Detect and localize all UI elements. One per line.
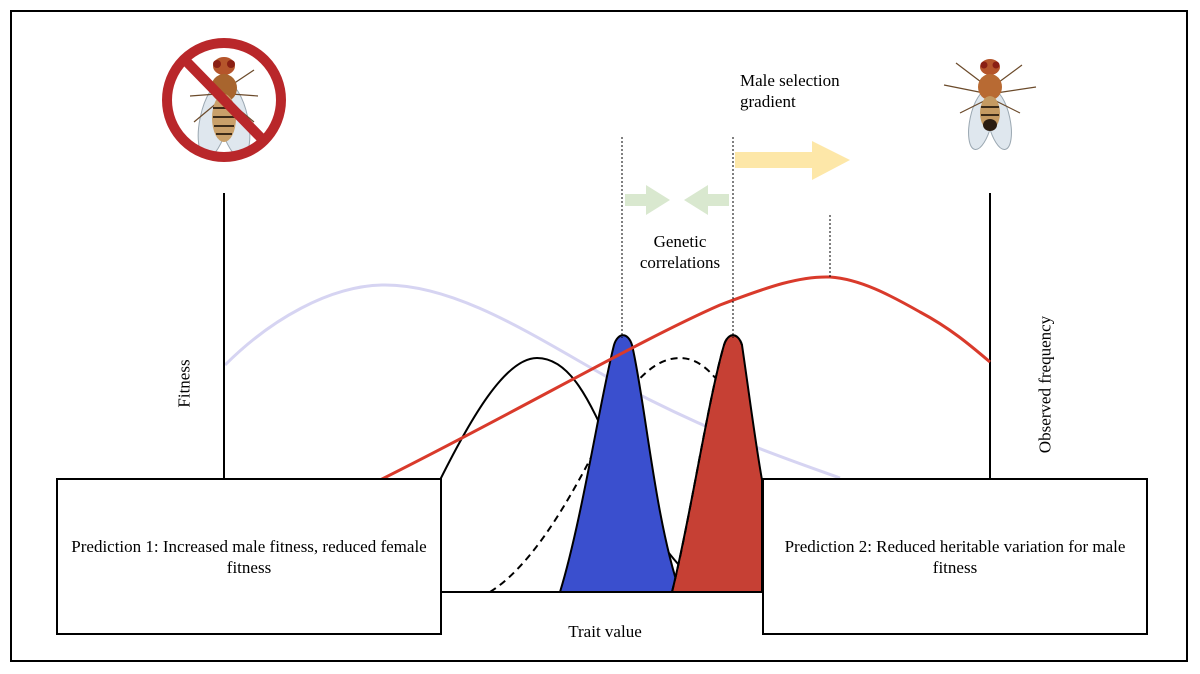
male-fitness-curve xyxy=(379,275,991,482)
genetic-correlations-label-line1: Genetic xyxy=(653,232,707,251)
prediction-2-text: Prediction 2: Reduced heritable variatio… xyxy=(784,536,1126,577)
male-selection-label-line2: gradient xyxy=(740,92,796,111)
prediction-1-text: Prediction 1: Increased male fitness, re… xyxy=(71,536,427,577)
male-trait-distribution xyxy=(670,334,763,593)
outer-frame xyxy=(10,10,1188,662)
frequency-axis-label: Observed frequency xyxy=(1035,315,1055,454)
male-fly-icon xyxy=(943,59,1037,150)
trait-axis-label: Trait value xyxy=(568,622,642,641)
genetic-correlation-arrows xyxy=(625,185,729,215)
fitness-axis-label: Fitness xyxy=(174,359,194,408)
prediction-1-box: Prediction 1: Increased male fitness, re… xyxy=(56,478,442,635)
male-selection-label-line1: Male selection xyxy=(740,71,840,90)
female-trait-distribution xyxy=(558,334,682,593)
selection-gradient-arrow xyxy=(735,141,850,180)
genetic-correlations-label: Genetic correlations xyxy=(628,231,732,273)
prohibited-female-fly-icon xyxy=(162,38,286,162)
prediction-2-box: Prediction 2: Reduced heritable variatio… xyxy=(762,478,1148,635)
male-trait-distribution-outline xyxy=(671,334,743,593)
genetic-correlations-label-line2: correlations xyxy=(639,253,721,272)
male-selection-label: Male selection gradient xyxy=(740,70,840,112)
